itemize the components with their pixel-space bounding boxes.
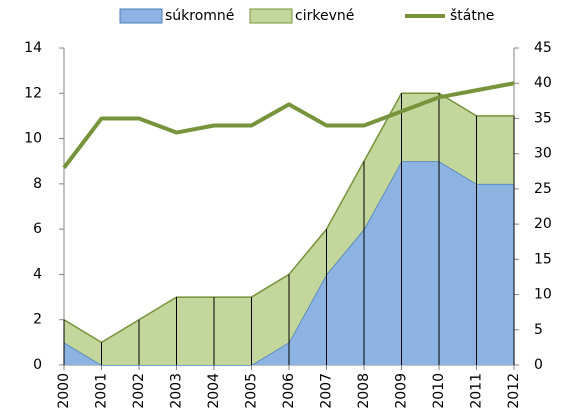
x-tick-label: 2001 xyxy=(94,373,110,409)
y2-tick-label: 10 xyxy=(534,287,552,303)
x-tick-label: 2004 xyxy=(206,373,222,409)
y-tick-label: 6 xyxy=(33,221,42,237)
y-tick-label: 2 xyxy=(33,312,42,328)
legend-label: štátne xyxy=(450,8,494,24)
y2-tick-label: 45 xyxy=(534,40,552,56)
y2-tick-label: 30 xyxy=(534,146,552,162)
legend-label: súkromné xyxy=(165,8,234,24)
y-tick-label: 0 xyxy=(33,357,42,373)
x-tick-label: 2011 xyxy=(469,373,485,409)
y2-tick-label: 0 xyxy=(534,357,543,373)
x-tick-label: 2009 xyxy=(394,373,410,409)
y2-tick-label: 20 xyxy=(534,216,552,232)
y-tick-label: 12 xyxy=(24,85,42,101)
x-tick-label: 2008 xyxy=(356,373,372,409)
y2-tick-label: 15 xyxy=(534,251,552,267)
x-tick-label: 2007 xyxy=(319,373,335,409)
y-tick-label: 8 xyxy=(33,176,42,192)
y2-tick-label: 40 xyxy=(534,75,552,91)
x-tick-label: 2000 xyxy=(56,373,72,409)
x-tick-label: 2002 xyxy=(131,373,147,409)
y2-tick-label: 5 xyxy=(534,322,543,338)
y-tick-label: 14 xyxy=(24,40,42,56)
legend-label: cirkevné xyxy=(295,8,354,24)
legend-swatch xyxy=(119,8,163,24)
x-tick-label: 2003 xyxy=(169,373,185,409)
x-tick-label: 2012 xyxy=(506,373,522,409)
y-tick-label: 10 xyxy=(24,131,42,147)
y2-tick-label: 35 xyxy=(534,110,552,126)
x-tick-label: 2005 xyxy=(244,373,260,409)
line xyxy=(62,81,515,169)
legend-swatch xyxy=(249,8,293,24)
y2-tick-label: 25 xyxy=(534,181,552,197)
x-tick-label: 2006 xyxy=(281,373,297,409)
x-tick-label: 2010 xyxy=(431,373,447,409)
y-tick-label: 4 xyxy=(33,266,42,282)
